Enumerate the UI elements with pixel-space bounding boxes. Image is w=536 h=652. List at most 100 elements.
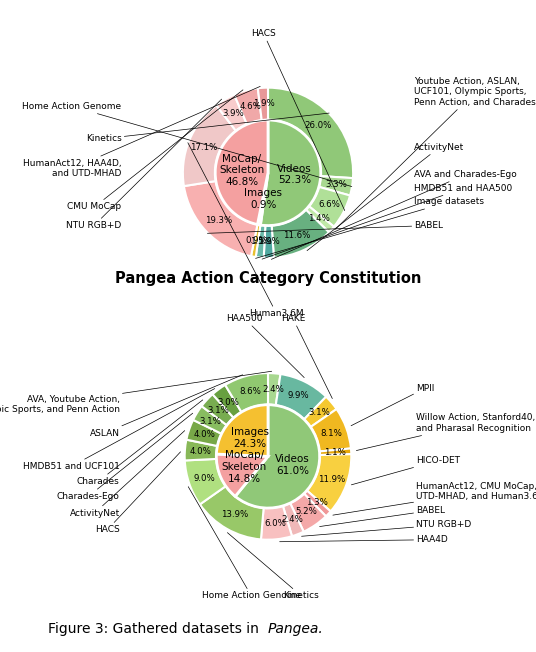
Text: Home Action Genome: Home Action Genome bbox=[188, 486, 301, 600]
Wedge shape bbox=[272, 210, 329, 258]
Wedge shape bbox=[185, 439, 218, 460]
Text: HACS: HACS bbox=[251, 29, 345, 211]
Text: Pangea.: Pangea. bbox=[268, 622, 324, 636]
Text: 3.0%: 3.0% bbox=[217, 398, 239, 407]
Text: HumanAct12, HAA4D,
and UTD-MHAD: HumanAct12, HAA4D, and UTD-MHAD bbox=[23, 86, 260, 178]
Text: BABEL: BABEL bbox=[319, 506, 445, 527]
Text: AVA and Charades-Ego: AVA and Charades-Ego bbox=[271, 170, 517, 259]
Text: AVA, Youtube Action,
Olympic Sports, and Penn Action: AVA, Youtube Action, Olympic Sports, and… bbox=[0, 371, 272, 415]
Text: HAKE: HAKE bbox=[281, 314, 332, 398]
Text: 1.3%: 1.3% bbox=[306, 498, 328, 507]
Wedge shape bbox=[217, 454, 268, 496]
Text: HAA4D: HAA4D bbox=[280, 535, 448, 544]
Text: 1.9%: 1.9% bbox=[258, 237, 280, 246]
Text: 3.1%: 3.1% bbox=[199, 417, 221, 426]
Text: HMDB51 and UCF101: HMDB51 and UCF101 bbox=[23, 389, 215, 471]
Text: HMDB51 and HAA500: HMDB51 and HAA500 bbox=[262, 184, 512, 259]
Text: 8.6%: 8.6% bbox=[239, 387, 261, 396]
Text: Charades-Ego: Charades-Ego bbox=[57, 413, 193, 501]
Wedge shape bbox=[268, 373, 280, 406]
Wedge shape bbox=[290, 494, 326, 531]
Wedge shape bbox=[193, 406, 227, 434]
Text: 8.1%: 8.1% bbox=[321, 429, 343, 437]
Wedge shape bbox=[183, 105, 236, 186]
Wedge shape bbox=[319, 176, 353, 196]
Text: Images
0.9%: Images 0.9% bbox=[244, 188, 282, 209]
Text: MoCap/
Skeleton
14.8%: MoCap/ Skeleton 14.8% bbox=[222, 451, 267, 484]
Wedge shape bbox=[306, 206, 334, 232]
Text: 2.4%: 2.4% bbox=[262, 385, 284, 394]
Text: MoCap/
Skeleton
46.8%: MoCap/ Skeleton 46.8% bbox=[219, 153, 264, 186]
Text: HAA500: HAA500 bbox=[226, 314, 304, 378]
Text: MPII: MPII bbox=[351, 383, 435, 426]
Title: Pangea Action Category Constitution: Pangea Action Category Constitution bbox=[115, 271, 421, 286]
Wedge shape bbox=[319, 449, 351, 455]
Text: 4.0%: 4.0% bbox=[193, 430, 215, 439]
Wedge shape bbox=[261, 506, 292, 540]
Text: 11.6%: 11.6% bbox=[284, 231, 311, 240]
Text: 13.9%: 13.9% bbox=[221, 511, 248, 520]
Text: 1.4%: 1.4% bbox=[309, 215, 330, 223]
Text: Images
24.3%: Images 24.3% bbox=[231, 427, 269, 449]
Text: 3.1%: 3.1% bbox=[309, 408, 331, 417]
Text: 2.4%: 2.4% bbox=[281, 515, 303, 524]
Wedge shape bbox=[235, 405, 319, 508]
Wedge shape bbox=[307, 454, 351, 511]
Wedge shape bbox=[258, 87, 268, 121]
Wedge shape bbox=[304, 396, 337, 427]
Text: Figure 3: Gathered datasets in: Figure 3: Gathered datasets in bbox=[48, 622, 268, 636]
Text: ActivityNet: ActivityNet bbox=[70, 430, 185, 518]
Text: HumanAct12, CMU MoCap,
UTD-MHAD, and Human3.6M: HumanAct12, CMU MoCap, UTD-MHAD, and Hum… bbox=[333, 482, 536, 515]
Text: Home Action Genome: Home Action Genome bbox=[23, 102, 352, 186]
Wedge shape bbox=[276, 374, 326, 419]
Wedge shape bbox=[256, 225, 265, 258]
Text: 9.9%: 9.9% bbox=[287, 391, 309, 400]
Text: Image datasets: Image datasets bbox=[256, 197, 485, 258]
Wedge shape bbox=[202, 394, 234, 425]
Text: 3.1%: 3.1% bbox=[207, 406, 229, 415]
Wedge shape bbox=[234, 88, 262, 125]
Text: HICO-DET: HICO-DET bbox=[352, 456, 460, 485]
Text: 1.9%: 1.9% bbox=[253, 100, 275, 108]
Wedge shape bbox=[215, 120, 268, 224]
Text: Videos
52.3%: Videos 52.3% bbox=[277, 164, 312, 185]
Text: Charades: Charades bbox=[77, 400, 203, 486]
Text: 4.0%: 4.0% bbox=[190, 447, 212, 456]
Text: 6.6%: 6.6% bbox=[318, 200, 340, 209]
Wedge shape bbox=[217, 405, 268, 456]
Text: 11.9%: 11.9% bbox=[318, 475, 345, 484]
Wedge shape bbox=[200, 486, 264, 539]
Text: 17.1%: 17.1% bbox=[190, 143, 218, 152]
Text: Human3.6M: Human3.6M bbox=[188, 143, 304, 318]
Wedge shape bbox=[310, 409, 351, 451]
Text: NTU RGB+D: NTU RGB+D bbox=[302, 520, 472, 536]
Text: 1.1%: 1.1% bbox=[324, 448, 346, 457]
Text: Videos
61.0%: Videos 61.0% bbox=[275, 454, 310, 476]
Text: 6.0%: 6.0% bbox=[264, 519, 286, 528]
Text: HACS: HACS bbox=[95, 452, 181, 534]
Wedge shape bbox=[304, 490, 331, 516]
Wedge shape bbox=[268, 87, 353, 178]
Text: BABEL: BABEL bbox=[207, 221, 443, 233]
Text: 3.3%: 3.3% bbox=[325, 180, 347, 188]
Text: NTU RGB+D: NTU RGB+D bbox=[66, 99, 221, 230]
Wedge shape bbox=[283, 503, 304, 536]
Text: 5.2%: 5.2% bbox=[295, 507, 317, 516]
Text: 19.3%: 19.3% bbox=[205, 216, 232, 225]
Text: ASLAN: ASLAN bbox=[90, 375, 243, 437]
Text: Youtube Action, ASLAN,
UCF101, Olympic Sports,
Penn Action, and Charades: Youtube Action, ASLAN, UCF101, Olympic S… bbox=[336, 77, 536, 230]
Text: 26.0%: 26.0% bbox=[304, 121, 332, 130]
Text: CMU MoCap: CMU MoCap bbox=[68, 90, 243, 211]
Text: 0.9%: 0.9% bbox=[245, 236, 267, 245]
Text: Kinetics: Kinetics bbox=[86, 113, 329, 143]
Text: 3.9%: 3.9% bbox=[222, 109, 244, 118]
Wedge shape bbox=[216, 95, 247, 131]
Wedge shape bbox=[185, 459, 226, 505]
Text: 9.0%: 9.0% bbox=[193, 474, 215, 483]
Wedge shape bbox=[251, 224, 260, 257]
Wedge shape bbox=[187, 420, 221, 446]
Text: Kinetics: Kinetics bbox=[227, 533, 319, 600]
Wedge shape bbox=[184, 181, 257, 256]
Wedge shape bbox=[260, 120, 321, 226]
Wedge shape bbox=[225, 373, 268, 412]
